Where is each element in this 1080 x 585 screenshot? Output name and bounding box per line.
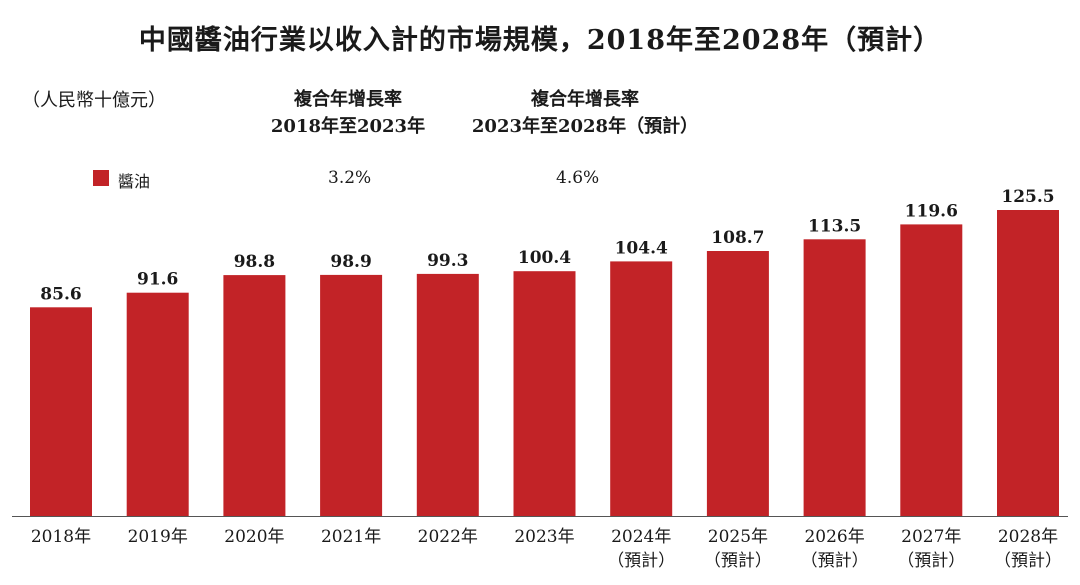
bar-value-label: 85.6 (40, 284, 81, 304)
bar-value-label: 99.3 (427, 251, 468, 271)
x-tick-sublabel: （預計） (607, 551, 675, 571)
x-tick-sublabel: （預計） (801, 551, 869, 571)
bar-value-label: 125.5 (1001, 187, 1054, 207)
bar (513, 271, 576, 516)
bar (803, 239, 866, 517)
x-tick-sublabel: （預計） (704, 551, 772, 571)
chart-title: 中國醬油行業以收入計的市場規模，2018年至2028年（預計） (138, 25, 942, 56)
cagr-heading-2018-2023: 複合年增長率 2018年至2023年 (248, 86, 448, 140)
legend-swatch (93, 170, 109, 186)
bar (706, 251, 769, 516)
x-tick-label: 2019年 (128, 527, 188, 547)
x-tick-label: 2024年 (611, 527, 671, 547)
cagr-value-2018-2023: 3.2% (328, 168, 372, 188)
bar (610, 261, 673, 516)
unit-label: （人民幣十億元） (22, 90, 166, 111)
bar (900, 224, 963, 516)
bar (416, 273, 479, 516)
x-tick-label: 2022年 (418, 527, 478, 547)
bar (223, 275, 286, 516)
bar-value-label: 113.5 (808, 216, 861, 236)
cagr-heading-line2: 2023年至2028年（預計） (471, 116, 699, 137)
cagr-value-2023-2028: 4.6% (556, 168, 600, 188)
bar-value-label: 98.8 (234, 252, 275, 272)
cagr-heading-line1: 複合年增長率 (531, 89, 639, 110)
cagr-heading-line2: 2018年至2023年 (270, 116, 426, 137)
x-tick-sublabel: （預計） (994, 551, 1062, 571)
bar (320, 274, 383, 516)
bar (30, 307, 92, 516)
x-tick-label: 2021年 (321, 527, 381, 547)
x-tick-label: 2018年 (31, 527, 91, 547)
x-tick-sublabel: （預計） (897, 551, 965, 571)
cagr-heading-2023-2028: 複合年增長率 2023年至2028年（預計） (440, 86, 730, 140)
x-tick-label: 2026年 (804, 527, 864, 547)
bar-value-label: 100.4 (518, 248, 571, 268)
x-tick-label: 2023年 (514, 527, 574, 547)
bar (126, 292, 189, 516)
bar-value-label: 91.6 (137, 270, 178, 290)
bar-value-label: 108.7 (711, 228, 764, 248)
bar-value-label: 98.9 (330, 252, 371, 272)
bar (997, 210, 1059, 516)
x-tick-label: 2025年 (708, 527, 768, 547)
x-tick-label: 2028年 (998, 527, 1058, 547)
cagr-heading-line1: 複合年增長率 (294, 89, 402, 110)
bar-value-label: 119.6 (905, 201, 958, 221)
legend-label: 醬油 (118, 172, 151, 191)
bar-value-label: 104.4 (615, 238, 668, 258)
x-tick-label: 2020年 (224, 527, 284, 547)
x-tick-label: 2027年 (901, 527, 961, 547)
